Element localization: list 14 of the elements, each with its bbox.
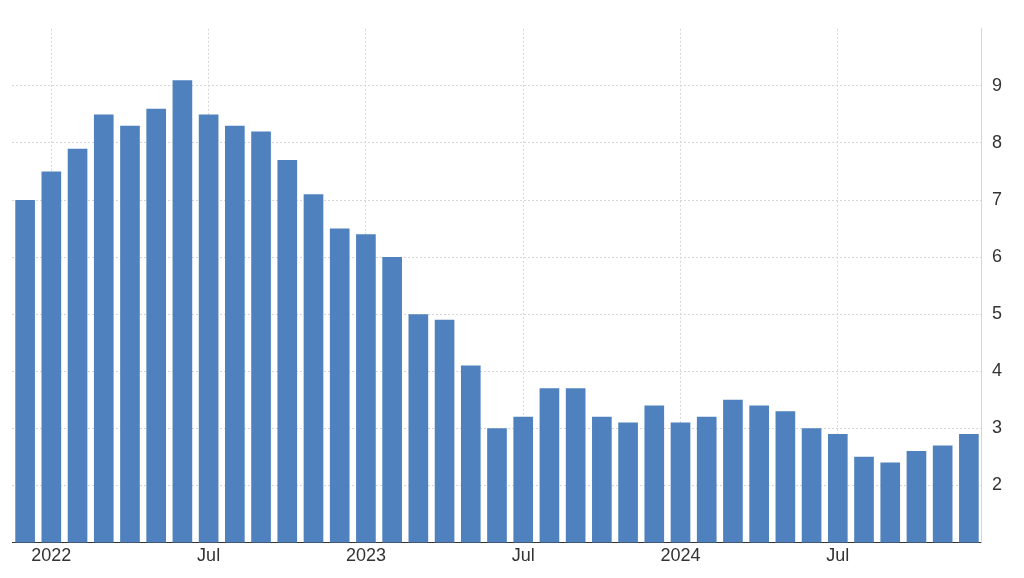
x-tick-label: 2022	[31, 545, 72, 566]
x-tick-label: 2024	[660, 545, 701, 566]
y-tick-label: 7	[991, 188, 1002, 209]
y-tick-label: 3	[991, 417, 1002, 438]
y-tick-label: 6	[991, 246, 1002, 267]
x-tick-label: Jul	[197, 545, 221, 566]
x-tick-label: Jul	[511, 545, 535, 566]
y-tick-label: 2	[991, 474, 1002, 495]
x-tick-label: Jul	[826, 545, 850, 566]
y-tick-label: 5	[991, 303, 1002, 324]
y-tick-label: 4	[991, 360, 1002, 381]
y-tick-label: 9	[991, 74, 1002, 95]
x-tick-label: 2023	[345, 545, 386, 566]
y-tick-label: 8	[991, 131, 1002, 152]
